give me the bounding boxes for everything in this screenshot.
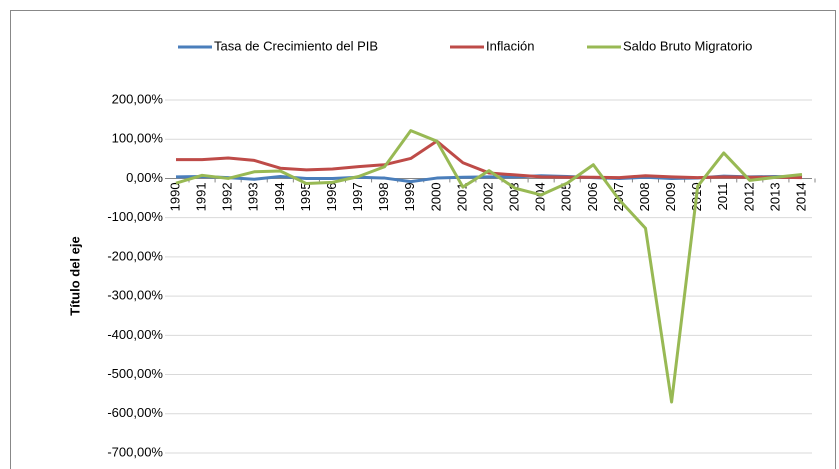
x-tick-label: 2006 [585,182,600,211]
x-tick-label: 1998 [376,182,391,211]
x-tick-label: 2008 [637,182,652,211]
x-tick-label: 1999 [402,182,417,211]
y-axis-title: Título del eje [67,236,82,315]
x-tick-label: 2014 [793,182,808,211]
x-tick-label: 1996 [324,182,339,211]
x-tick-label: 2005 [559,182,574,211]
x-tick-label: 2009 [663,182,678,211]
y-tick-label: 0,00% [126,170,163,185]
x-tick-label: 1997 [350,182,365,211]
chart-border [10,10,836,469]
x-tick-label: 1995 [298,182,313,211]
y-tick-label: -100,00% [107,209,163,224]
y-tick-label: 100,00% [112,131,164,146]
legend-label: Saldo Bruto Migratorio [623,38,752,53]
y-tick-label: -400,00% [107,327,163,342]
legend-label: Inflación [486,38,534,53]
x-tick-label: 1991 [194,182,209,211]
series-line [175,129,803,404]
x-tick-label: 1993 [246,182,261,211]
x-tick-label: 1992 [220,182,235,211]
y-tick-label: -500,00% [107,366,163,381]
y-tick-label: 200,00% [112,91,164,106]
x-tick-label: 2002 [480,182,495,211]
y-tick-label: -700,00% [107,444,163,459]
x-tick-label: 2001 [454,182,469,211]
x-tick-label: 2013 [767,182,782,211]
x-tick-label: 2004 [533,182,548,211]
legend-label: Tasa de Crecimiento del PIB [214,38,378,53]
y-tick-label: -300,00% [107,288,163,303]
x-tick-label: 2000 [428,182,443,211]
x-tick-label: 1990 [167,182,182,211]
series-line [176,139,803,180]
x-tick-label: 1994 [272,182,287,211]
x-tick-label: 2012 [741,182,756,211]
x-tick-label: 2011 [715,182,730,210]
y-tick-label: -600,00% [107,405,163,420]
y-tick-label: -200,00% [107,248,163,263]
